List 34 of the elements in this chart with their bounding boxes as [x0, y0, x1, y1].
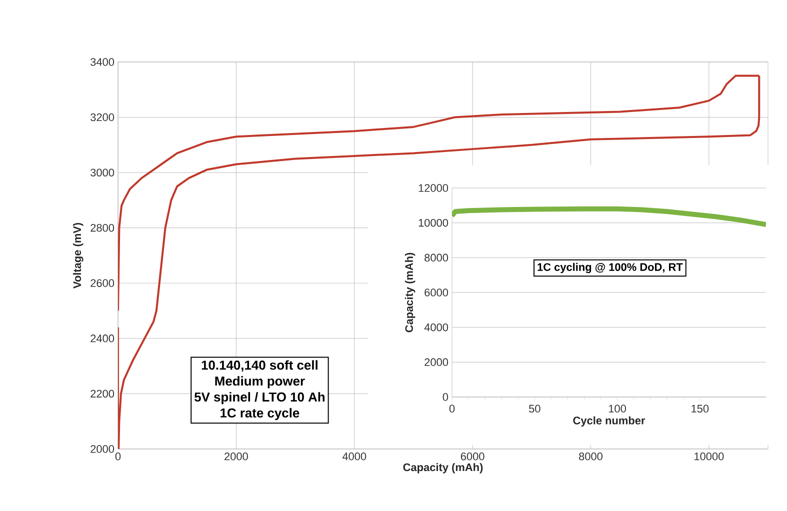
x-tick-label: 0: [449, 404, 455, 413]
x-tick-label: 100: [608, 404, 626, 413]
x-tick-label: 10000: [694, 452, 724, 460]
x-axis-title: Cycle number: [573, 416, 646, 427]
y-tick-label: 2800: [90, 224, 114, 232]
annotation: 10.140,140 soft cell: [202, 360, 318, 372]
y-tick-label: 0: [442, 393, 448, 401]
x-tick-label: 2000: [224, 452, 248, 460]
y-tick-label: 2600: [90, 279, 114, 288]
y-axis-title: Voltage (mV): [73, 222, 84, 288]
annotation: 1C cycling @ 100% DoD, RT: [538, 262, 683, 274]
y-tick-label: 3000: [90, 168, 114, 176]
y-tick-label: 2400: [90, 334, 114, 342]
y-tick-label: 6000: [424, 288, 448, 296]
y-tick-label: 3200: [90, 113, 114, 122]
annotation: 5V spinel / LTO 10 Ah: [194, 392, 325, 404]
x-tick-label: 50: [528, 404, 540, 413]
x-tick-label: 150: [692, 404, 709, 413]
annotation: Medium power: [215, 376, 305, 388]
y-tick-label: 2200: [90, 390, 114, 398]
y-tick-label: 4000: [424, 323, 448, 332]
y-tick-label: 2000: [424, 358, 448, 366]
y-tick-label: 12000: [418, 184, 448, 192]
x-tick-label: 4000: [342, 452, 366, 460]
x-tick-label: 8000: [579, 452, 602, 460]
y-tick-label: 10000: [418, 218, 448, 227]
annotation: 1C rate cycle: [220, 408, 300, 420]
y-tick-label: 8000: [424, 254, 448, 262]
y-tick-label: 3400: [90, 58, 114, 66]
x-tick-label: 0: [115, 452, 121, 460]
y-tick-label: 2000: [90, 445, 114, 453]
x-tick-label: 6000: [460, 452, 484, 460]
x-axis-title: Capacity (mAh): [403, 463, 483, 474]
y-axis-title: Capacity (mAh): [404, 252, 416, 332]
